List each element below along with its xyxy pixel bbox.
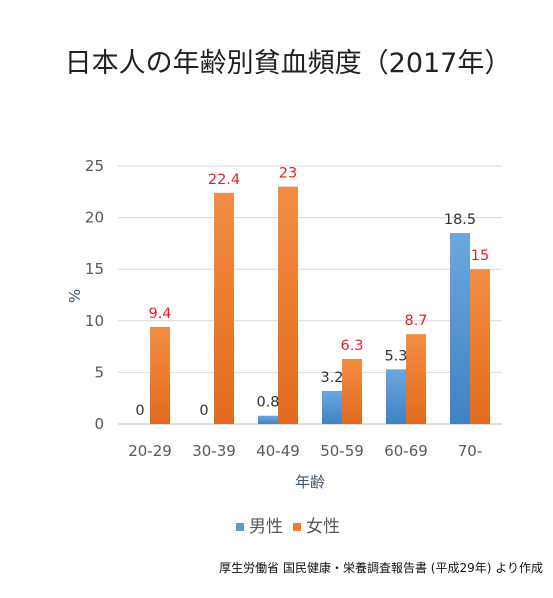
bar-s0-70-	[450, 233, 470, 424]
x-tick-label-30-39: 30-39	[192, 442, 236, 460]
data-label-s1-40-49: 23	[279, 166, 297, 182]
x-tick-label-20-29: 20-29	[128, 442, 172, 460]
bar-s1-50-59	[342, 358, 362, 424]
legend-label-male: 男性	[249, 517, 283, 537]
x-tick-labels: 20-29 30-39 40-49 50-59 60-69 70-	[128, 442, 482, 460]
bars	[150, 186, 490, 424]
data-label-s1-50-59: 6.3	[340, 338, 363, 354]
x-tick-label-60-69: 60-69	[384, 442, 428, 460]
data-label-s1-30-39: 22.4	[208, 172, 240, 188]
y-tick-label-5: 5	[94, 363, 104, 381]
bar-s0-60-69	[386, 369, 406, 424]
data-label-s0-60-69: 5.3	[384, 348, 407, 364]
bar-s1-70-	[470, 269, 490, 424]
bar-s1-20-29	[150, 326, 170, 424]
source-note: 厚生労働省 国民健康・栄養調査報告書 (平成29年) より作成	[219, 560, 543, 575]
bar-s0-40-49	[258, 415, 278, 424]
data-label-s1-70-: 15	[471, 248, 489, 264]
data-labels: 0 9.4 0 22.4 0.8 23 3.2 6.3 5.3 8.7 18.5 15	[135, 166, 489, 419]
bar-s0-50-59	[322, 390, 342, 424]
y-tick-label-15: 15	[85, 260, 104, 278]
legend-swatch-male	[236, 523, 244, 531]
legend-label-female: 女性	[306, 517, 340, 537]
y-axis-label: %	[66, 289, 84, 303]
data-label-s1-20-29: 9.4	[148, 306, 171, 322]
x-tick-label-50-59: 50-59	[320, 442, 364, 460]
x-axis-label: 年齢	[295, 473, 325, 491]
legend: 男性 女性	[236, 517, 340, 537]
legend-swatch-female	[293, 523, 301, 531]
bar-s1-60-69	[406, 334, 426, 424]
y-tick-labels: 0 5 10 15 20 25	[85, 157, 104, 433]
bar-s1-40-49	[278, 186, 298, 424]
y-tick-label-25: 25	[85, 157, 104, 175]
data-label-s0-40-49: 0.8	[256, 395, 279, 411]
data-label-s0-50-59: 3.2	[320, 370, 343, 386]
x-tick-label-70-: 70-	[458, 442, 483, 460]
data-label-s0-70-: 18.5	[444, 212, 476, 228]
data-label-s1-60-69: 8.7	[404, 313, 427, 329]
data-label-s0-20-29: 0	[135, 403, 144, 419]
data-label-s0-30-39: 0	[199, 403, 208, 419]
x-tick-label-40-49: 40-49	[256, 442, 300, 460]
y-tick-label-0: 0	[94, 415, 104, 433]
bar-s1-30-39	[214, 192, 234, 424]
gridlines	[118, 165, 502, 425]
y-tick-label-20: 20	[85, 209, 104, 227]
chart-title: 日本人の年齢別貧血頻度（2017年）	[65, 48, 512, 79]
y-tick-label-10: 10	[85, 312, 104, 330]
